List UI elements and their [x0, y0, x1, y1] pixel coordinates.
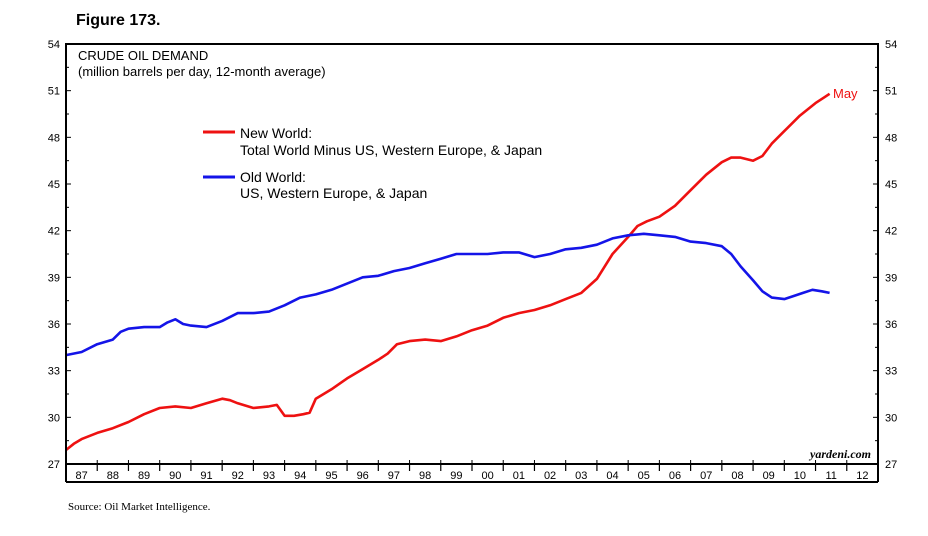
x-tick-label: 11 [825, 470, 836, 482]
x-tick-label: 97 [388, 470, 400, 482]
x-tick-label: 07 [700, 470, 712, 482]
chart-subtitle: (million barrels per day, 12-month avera… [78, 64, 326, 79]
legend: New World: Total World Minus US, Western… [203, 125, 542, 201]
legend-label-new-world-line1: New World: [240, 125, 312, 141]
y-tick-label-right: 30 [885, 412, 897, 424]
x-tick-label: 93 [263, 470, 275, 482]
series-lines [65, 92, 831, 452]
y-tick-label-right: 48 [885, 132, 897, 144]
x-tick-label: 98 [419, 470, 431, 482]
y-tick-label-right: 33 [885, 366, 897, 378]
x-tick-label: 04 [606, 470, 618, 482]
y-tick-label-left: 48 [48, 132, 60, 144]
y-tick-label-left: 51 [48, 86, 60, 98]
x-tick-label: 95 [325, 470, 337, 482]
y-tick-label-left: 42 [48, 226, 60, 238]
x-tick-label: 03 [575, 470, 587, 482]
watermark: yardeni.com [808, 447, 871, 461]
y-tick-label-right: 54 [885, 39, 897, 51]
y-tick-label-left: 33 [48, 366, 60, 378]
x-tick-label: 87 [75, 470, 87, 482]
source-note: Source: Oil Market Intelligence. [68, 501, 211, 513]
y-tick-label-right: 45 [885, 179, 897, 191]
x-tick-label: 05 [638, 470, 650, 482]
x-tick-label: 06 [669, 470, 681, 482]
y-tick-label-right: 27 [885, 459, 897, 471]
y-tick-label-left: 45 [48, 179, 60, 191]
y-tick-label-left: 54 [48, 39, 60, 51]
x-tick-label: 89 [138, 470, 150, 482]
y-tick-label-left: 39 [48, 272, 60, 284]
x-tick-label: 88 [107, 470, 119, 482]
x-tick-label: 99 [450, 470, 462, 482]
y-tick-label-left: 30 [48, 412, 60, 424]
legend-label-old-world-line1: Old World: [240, 169, 306, 185]
chart-title: CRUDE OIL DEMAND [78, 48, 209, 63]
y-axis-labels: 27 27 30 30 33 33 36 36 39 39 42 42 45 45 48 48 51 51 54 54 [48, 39, 898, 471]
end-annotation: May [833, 86, 858, 101]
plot-frame [65, 43, 879, 465]
chart-title-block: CRUDE OIL DEMAND (million barrels per da… [78, 48, 326, 80]
series-line-old-world [65, 232, 830, 357]
figure-label: Figure 173. [76, 12, 161, 29]
x-tick-label: 09 [763, 470, 775, 482]
x-tick-label: 94 [294, 470, 306, 482]
x-tick-label: 12 [856, 470, 868, 482]
y-tick-label-left: 27 [48, 459, 60, 471]
y-tick-label-right: 36 [885, 319, 897, 331]
y-tick-label-right: 51 [885, 86, 897, 98]
x-tick-label: 01 [513, 470, 525, 482]
x-tick-label: 00 [481, 470, 493, 482]
x-tick-label: 02 [544, 470, 556, 482]
y-tick-label-left: 36 [48, 319, 60, 331]
x-tick-label: 08 [731, 470, 743, 482]
x-tick-label: 90 [169, 470, 181, 482]
x-tick-label: 10 [794, 470, 806, 482]
y-tick-label-right: 39 [885, 272, 897, 284]
x-axis-labels: 87 88 89 90 91 92 93 94 95 96 97 98 99 00 01 02 03 04 05 06… [75, 470, 868, 482]
x-tick-label: 96 [357, 470, 369, 482]
x-tick-label: 91 [200, 470, 212, 482]
legend-label-old-world-line2: US, Western Europe, & Japan [240, 185, 427, 201]
y-tick-label-right: 42 [885, 226, 897, 238]
series-line-new-world [65, 92, 831, 452]
x-tick-label: 92 [232, 470, 244, 482]
legend-label-new-world-line2: Total World Minus US, Western Europe, & … [240, 142, 542, 158]
